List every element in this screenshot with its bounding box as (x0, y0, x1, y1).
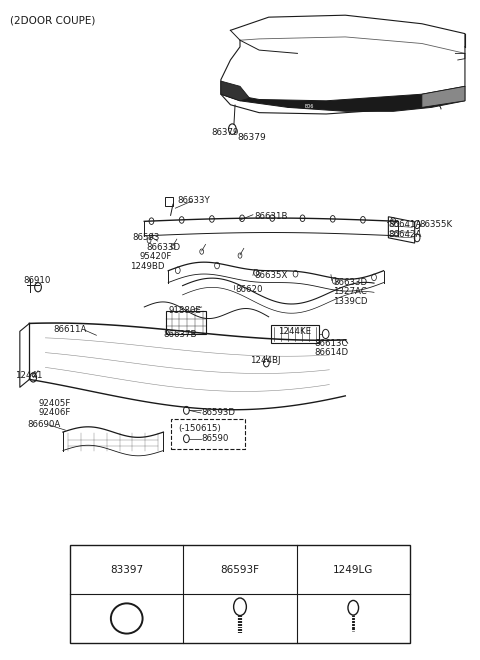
Bar (166, 311, 206, 334)
Text: 91880E: 91880E (168, 306, 201, 315)
Text: 86642A: 86642A (388, 230, 422, 239)
Text: (2DOOR COUPE): (2DOOR COUPE) (10, 15, 96, 25)
Bar (165, 197, 173, 207)
Text: 86613C: 86613C (314, 339, 348, 348)
Polygon shape (422, 86, 465, 108)
Polygon shape (221, 81, 250, 101)
Text: 86631B: 86631B (254, 213, 288, 221)
Text: 86910: 86910 (24, 276, 51, 285)
Text: E06: E06 (305, 104, 314, 109)
Bar (70, 545, 410, 643)
Text: (-150615): (-150615) (178, 424, 220, 434)
Text: 92406F: 92406F (39, 409, 72, 418)
Text: 86593: 86593 (132, 232, 160, 242)
Text: 1244BJ: 1244BJ (250, 356, 280, 366)
Polygon shape (221, 86, 465, 112)
Text: 1249BD: 1249BD (130, 262, 165, 271)
Text: 86690A: 86690A (27, 420, 60, 430)
Text: 86355K: 86355K (420, 220, 453, 229)
Text: 1249LG: 1249LG (333, 565, 373, 575)
Text: 86637B: 86637B (163, 330, 197, 339)
Text: 86379: 86379 (238, 133, 266, 141)
Text: 86633D: 86633D (147, 242, 181, 251)
Text: 86620: 86620 (235, 284, 263, 294)
Text: 86590: 86590 (202, 434, 229, 442)
Text: 86379: 86379 (211, 128, 239, 137)
Text: 86633Y: 86633Y (178, 197, 211, 205)
Text: 92405F: 92405F (39, 399, 72, 409)
Text: 12441: 12441 (15, 371, 43, 380)
Text: 95420F: 95420F (140, 252, 172, 261)
Text: 86633D: 86633D (333, 278, 368, 287)
Text: 1327AC: 1327AC (333, 287, 367, 296)
Text: 1244KE: 1244KE (278, 327, 312, 337)
Text: 86593D: 86593D (202, 409, 236, 418)
Text: 86635X: 86635X (254, 271, 288, 280)
Text: 83397: 83397 (110, 565, 144, 575)
Text: 86614D: 86614D (314, 348, 348, 357)
Text: 86641A: 86641A (388, 220, 422, 229)
Text: 86593F: 86593F (220, 565, 260, 575)
Bar (271, 325, 319, 343)
Text: 1339CD: 1339CD (333, 296, 368, 306)
Text: 86611A: 86611A (53, 325, 87, 335)
